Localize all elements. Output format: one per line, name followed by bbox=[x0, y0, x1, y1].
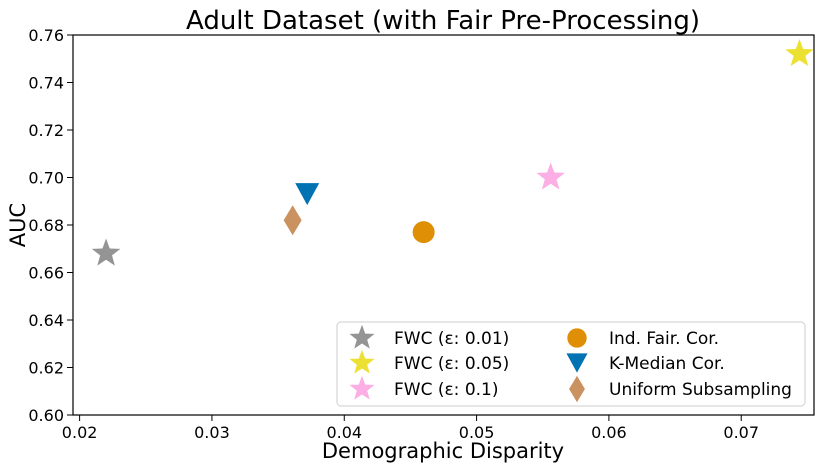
x-tick-label: 0.03 bbox=[194, 423, 230, 442]
data-point-star bbox=[785, 39, 814, 67]
legend-marker-diamond bbox=[569, 375, 585, 403]
y-tick-label: 0.62 bbox=[28, 359, 64, 378]
y-tick-label: 0.76 bbox=[28, 26, 64, 45]
x-axis-ticks: 0.02 0.03 0.04 0.05 0.06 0.07 bbox=[62, 415, 759, 442]
x-tick-label: 0.04 bbox=[326, 423, 362, 442]
y-axis-ticks: 0.60 0.62 0.64 0.66 0.68 0.70 0.72 0.74 0.76 bbox=[28, 26, 73, 425]
y-tick-label: 0.68 bbox=[28, 216, 64, 235]
plot-area: 0.02 0.03 0.04 0.05 0.06 0.07 0.600.620.640.6… bbox=[28, 26, 815, 442]
legend-marker-triangle-down bbox=[566, 353, 588, 373]
legend-marker-circle bbox=[567, 328, 587, 348]
y-tick-label: 0.64 bbox=[28, 311, 64, 330]
data-point-circle bbox=[412, 221, 435, 244]
legend-marker-star bbox=[349, 324, 375, 349]
data-point-triangle-down bbox=[295, 183, 320, 206]
x-tick-label: 0.02 bbox=[62, 423, 98, 442]
y-tick-label: 0.60 bbox=[28, 406, 64, 425]
legend-label: FWC (ε: 0.01) bbox=[394, 329, 509, 349]
legend-label: FWC (ε: 0.1) bbox=[394, 380, 498, 400]
y-axis-label: AUC bbox=[6, 203, 30, 247]
y-tick-label: 0.74 bbox=[28, 74, 64, 93]
legend-label: FWC (ε: 0.05) bbox=[394, 354, 509, 374]
x-tick-label: 0.07 bbox=[723, 423, 759, 442]
data-point-star bbox=[536, 162, 565, 190]
legend-marker-star bbox=[349, 349, 375, 374]
x-tick-label: 0.05 bbox=[459, 423, 495, 442]
legend: FWC (ε: 0.01) FWC (ε: 0.05) FWC (ε: 0.1) In… bbox=[336, 321, 806, 407]
legend-label: Ind. Fair. Cor. bbox=[609, 329, 719, 349]
data-points bbox=[91, 39, 814, 266]
legend-frame bbox=[336, 321, 806, 407]
legend-label: K-Median Cor. bbox=[609, 354, 725, 374]
data-point-diamond bbox=[283, 205, 302, 236]
x-axis-label: Demographic Disparity bbox=[322, 439, 564, 463]
y-tick-label: 0.66 bbox=[28, 264, 64, 283]
legend-marker-star bbox=[349, 375, 375, 400]
data-point-star bbox=[91, 238, 121, 266]
y-tick-label: 0.72 bbox=[28, 121, 64, 140]
x-tick-label: 0.06 bbox=[591, 423, 627, 442]
y-tick-label: 0.70 bbox=[28, 169, 64, 188]
legend-label: Uniform Subsampling bbox=[609, 380, 792, 400]
chart-title: Adult Dataset (with Fair Pre-Processing) bbox=[186, 6, 700, 36]
